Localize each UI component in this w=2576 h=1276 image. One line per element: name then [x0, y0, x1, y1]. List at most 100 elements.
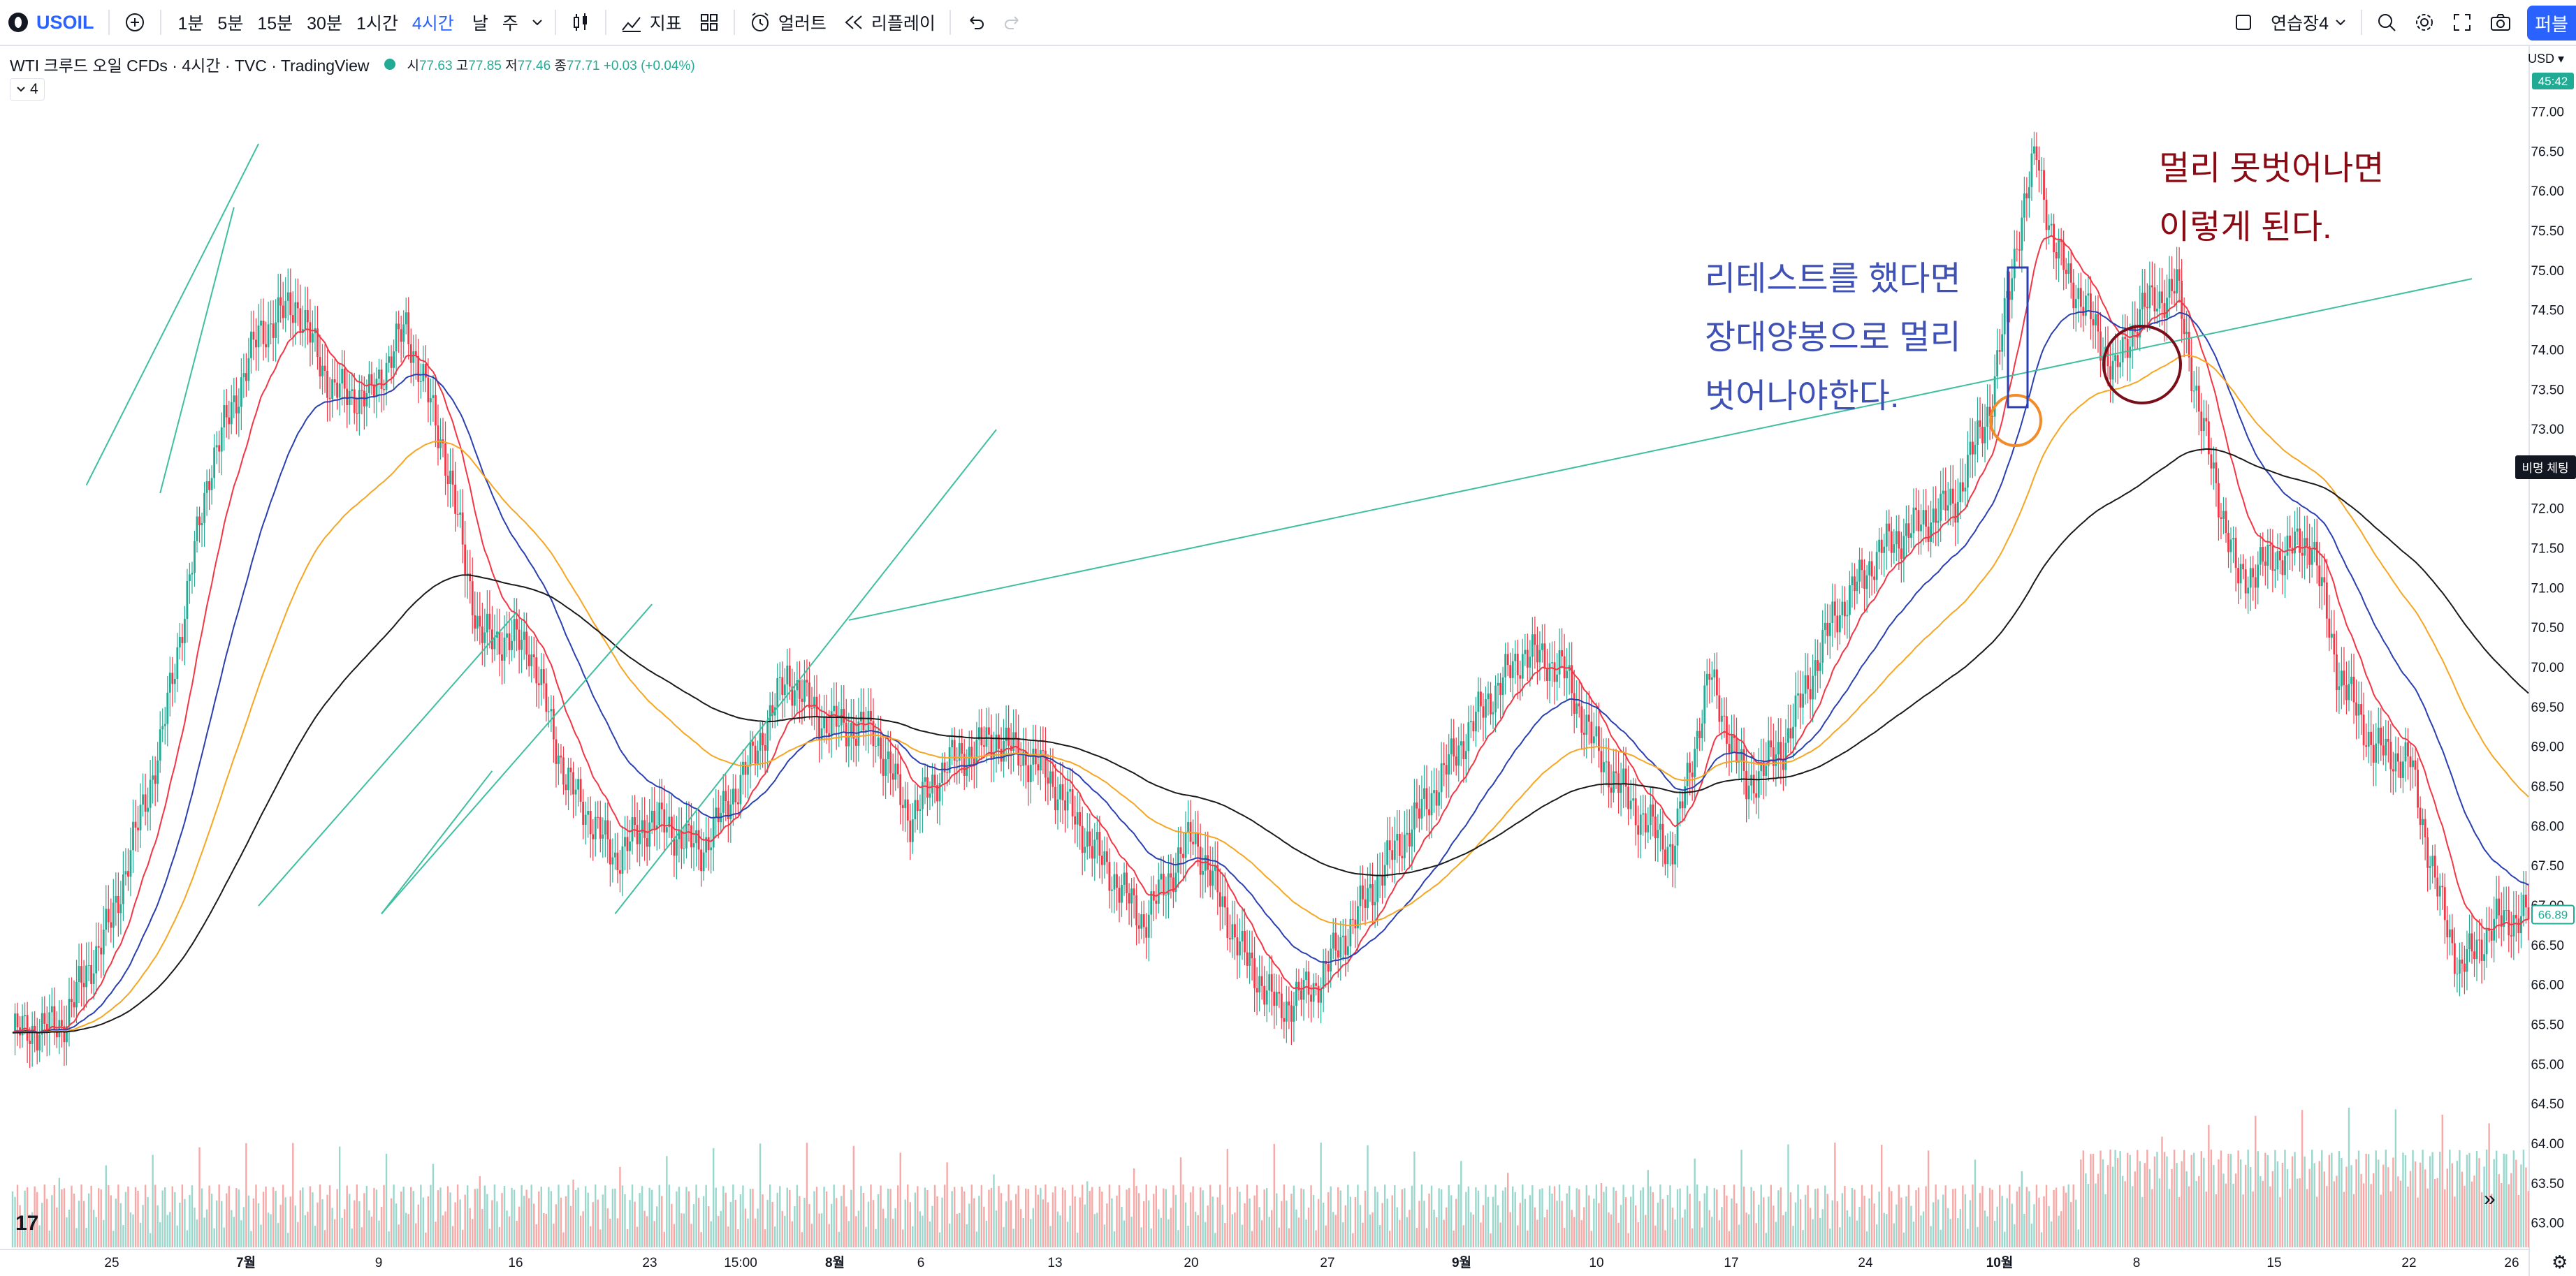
volume-bar [103, 1219, 105, 1247]
replay-label: 리플레이 [871, 14, 936, 34]
volume-bar [604, 1185, 606, 1247]
candle-body [1789, 728, 1792, 739]
volume-bar [235, 1188, 238, 1247]
layout-button[interactable] [2225, 0, 2262, 45]
candle-body [1137, 925, 1140, 929]
volume-bar [2512, 1150, 2515, 1247]
scroll-to-realtime-button[interactable]: » [2484, 1187, 2496, 1210]
candle-body [705, 837, 708, 853]
tradingview-logo[interactable]: 17 [15, 1212, 39, 1235]
interval-0[interactable]: 1분 [177, 14, 204, 34]
volume-bar [943, 1185, 946, 1247]
volume-bar [1861, 1185, 1863, 1247]
price-tick-label: 65.00 [2531, 1057, 2564, 1072]
candle-body [267, 324, 270, 348]
undo-button[interactable] [956, 0, 994, 45]
candle-body [1453, 738, 1455, 757]
volume-bar [181, 1185, 184, 1247]
time-tick-label: 8월 [825, 1255, 845, 1270]
volume-bar [2213, 1164, 2215, 1247]
candle-body [2515, 915, 2517, 919]
interval-5[interactable]: 4시간 [412, 14, 454, 34]
candle-body [1998, 350, 2001, 352]
interval-3[interactable]: 30분 [307, 14, 342, 34]
candle-body [1608, 761, 1610, 788]
volume-bar [319, 1185, 321, 1247]
volume-bar [1698, 1201, 1701, 1247]
volume-bar [2144, 1163, 2146, 1247]
candle-body [1964, 487, 1967, 492]
volume-bar [1231, 1214, 1234, 1247]
volume-bar [1642, 1187, 1644, 1247]
candle-body [2320, 577, 2323, 587]
volume-bar [2114, 1150, 2116, 1247]
chart-type-button[interactable] [562, 0, 599, 45]
candle-body [1467, 722, 1470, 751]
candle-body [715, 807, 718, 817]
volume-bar [503, 1186, 506, 1247]
volume-bar [2065, 1192, 2067, 1247]
candle-body [1218, 892, 1221, 907]
interval-dropdown[interactable] [525, 0, 549, 45]
candle-body [717, 807, 720, 823]
volume-bar [1399, 1219, 1401, 1247]
candle-body [1715, 669, 1718, 696]
candle-body [1912, 507, 1915, 534]
volume-bar [828, 1224, 830, 1247]
candle-body [454, 484, 456, 514]
volume-bar [481, 1209, 483, 1247]
volume-bar [1155, 1185, 1157, 1247]
volume-bar [2141, 1196, 2144, 1247]
volume-bar [240, 1220, 242, 1247]
redo-button[interactable] [994, 0, 1032, 45]
annotation-retest[interactable]: 리테스트를 했다면 장대양봉으로 멀리 벗어나야한다. [1705, 250, 1961, 426]
interval-1[interactable]: 5분 [217, 14, 244, 34]
add-compare-button[interactable] [115, 0, 154, 45]
candle-body [896, 763, 899, 775]
annotation-failure[interactable]: 멀리 못벗어나면 이렇게 된다. [2159, 140, 2384, 257]
chart-canvas[interactable]: 77.0076.5076.0075.5075.0074.5074.0073.50… [0, 46, 2576, 1276]
candle-body [2414, 760, 2417, 770]
volume-bar [2183, 1150, 2185, 1247]
axis-settings-button[interactable]: ⚙ [2552, 1252, 2568, 1273]
volume-bar [486, 1194, 488, 1247]
replay-button[interactable]: 리플레이 [835, 0, 944, 45]
volume-bar [2033, 1204, 2035, 1247]
interval-week[interactable]: 주 [495, 0, 525, 45]
candle-body [1935, 508, 1937, 523]
templates-button[interactable] [690, 0, 728, 45]
candle-body [521, 640, 523, 650]
volume-bar [912, 1226, 914, 1247]
alerts-button[interactable]: 얼러트 [741, 0, 835, 45]
candle-body [695, 830, 697, 844]
settings-button[interactable] [2406, 0, 2443, 45]
volume-bar [1839, 1227, 1841, 1247]
interval-day[interactable]: 날 [465, 0, 495, 45]
candle-body [2443, 887, 2446, 921]
volume-bar [16, 1185, 19, 1247]
candle-body [304, 310, 307, 330]
interval-4[interactable]: 1시간 [356, 14, 398, 34]
candle-body [1553, 662, 1556, 682]
layout-name-dropdown[interactable]: 연습장4 [2262, 0, 2355, 45]
candle-body [152, 775, 154, 780]
volume-bar [1893, 1223, 1895, 1247]
volume-bar [1962, 1185, 1964, 1247]
fullscreen-button[interactable] [2443, 0, 2481, 45]
volume-bar [2188, 1186, 2190, 1247]
snapshot-button[interactable] [2481, 0, 2520, 45]
candle-body [788, 666, 791, 687]
interval-2[interactable]: 15분 [257, 14, 293, 34]
volume-bar [284, 1197, 286, 1247]
candle-body [759, 733, 762, 751]
indicators-button[interactable]: 지표 [612, 0, 690, 45]
volume-bar [1315, 1230, 1317, 1247]
publish-button[interactable]: 퍼블 [2527, 6, 2576, 41]
candle-body [1777, 742, 1780, 755]
symbol-search[interactable]: USOIL [0, 0, 103, 45]
volume-bar [2417, 1197, 2419, 1247]
indicators-collapse-toggle[interactable]: 4 [10, 78, 45, 101]
legend-title[interactable]: WTI 크루드 오일 CFDs · 4시간 · TVC · TradingVie… [10, 57, 370, 75]
search-button[interactable] [2368, 0, 2406, 45]
volume-bar [1696, 1185, 1698, 1247]
